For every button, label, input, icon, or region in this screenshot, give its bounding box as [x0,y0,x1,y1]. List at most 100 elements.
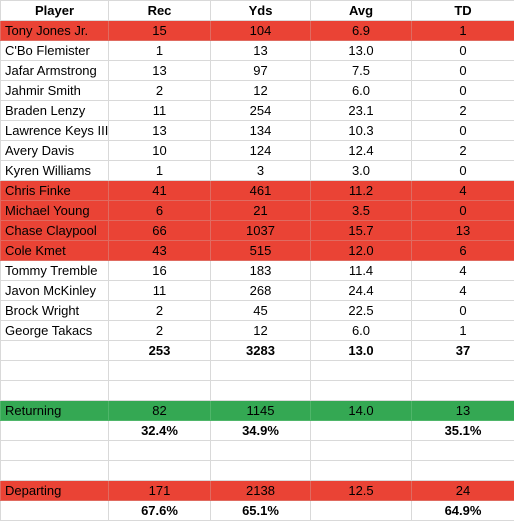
empty-cell[interactable] [412,381,514,401]
yds-cell[interactable]: 12 [211,321,311,341]
player-name-cell[interactable]: Javon McKinley [1,281,109,301]
header-player[interactable]: Player [1,1,109,21]
total-td-cell[interactable]: 37 [412,341,514,361]
rec-cell[interactable]: 11 [109,281,211,301]
player-name-cell[interactable]: George Takacs [1,321,109,341]
player-name-cell[interactable]: C'Bo Flemister [1,41,109,61]
avg-cell[interactable]: 12.4 [311,141,412,161]
returning-label-cell[interactable]: Returning [1,401,109,421]
yds-cell[interactable]: 515 [211,241,311,261]
rec-cell[interactable]: 16 [109,261,211,281]
yds-cell[interactable]: 13 [211,41,311,61]
td-cell[interactable]: 0 [412,301,514,321]
yds-cell[interactable]: 21 [211,201,311,221]
header-avg[interactable]: Avg [311,1,412,21]
avg-cell[interactable]: 6.9 [311,21,412,41]
rec-cell[interactable]: 43 [109,241,211,261]
returning-rec-cell[interactable]: 82 [109,401,211,421]
departing-yds-cell[interactable]: 2138 [211,481,311,501]
avg-cell[interactable]: 3.0 [311,161,412,181]
player-name-cell[interactable]: Avery Davis [1,141,109,161]
player-name-cell[interactable]: Lawrence Keys III [1,121,109,141]
avg-cell[interactable]: 12.0 [311,241,412,261]
empty-cell[interactable] [211,381,311,401]
yds-cell[interactable]: 104 [211,21,311,41]
empty-cell[interactable] [1,441,109,461]
player-name-cell[interactable]: Michael Young [1,201,109,221]
rec-cell[interactable]: 66 [109,221,211,241]
empty-cell[interactable] [1,461,109,481]
td-cell[interactable]: 0 [412,81,514,101]
rec-cell[interactable]: 6 [109,201,211,221]
player-name-cell[interactable]: Kyren Williams [1,161,109,181]
rec-cell[interactable]: 13 [109,61,211,81]
yds-cell[interactable]: 461 [211,181,311,201]
returning-pct-yds-cell[interactable]: 34.9% [211,421,311,441]
td-cell[interactable]: 1 [412,321,514,341]
departing-rec-cell[interactable]: 171 [109,481,211,501]
player-name-cell[interactable]: Braden Lenzy [1,101,109,121]
totals-label-cell[interactable] [1,341,109,361]
td-cell[interactable]: 13 [412,221,514,241]
avg-cell[interactable]: 23.1 [311,101,412,121]
rec-cell[interactable]: 15 [109,21,211,41]
td-cell[interactable]: 4 [412,281,514,301]
rec-cell[interactable]: 2 [109,81,211,101]
td-cell[interactable]: 2 [412,101,514,121]
empty-cell[interactable] [109,381,211,401]
yds-cell[interactable]: 12 [211,81,311,101]
td-cell[interactable]: 0 [412,201,514,221]
avg-cell[interactable]: 11.2 [311,181,412,201]
td-cell[interactable]: 0 [412,41,514,61]
departing-pct-rec-cell[interactable]: 67.6% [109,501,211,521]
player-name-cell[interactable]: Tony Jones Jr. [1,21,109,41]
avg-cell[interactable]: 15.7 [311,221,412,241]
yds-cell[interactable]: 254 [211,101,311,121]
departing-pct-avg-cell[interactable] [311,501,412,521]
td-cell[interactable]: 0 [412,61,514,81]
yds-cell[interactable]: 97 [211,61,311,81]
avg-cell[interactable]: 7.5 [311,61,412,81]
total-yds-cell[interactable]: 3283 [211,341,311,361]
returning-td-cell[interactable]: 13 [412,401,514,421]
yds-cell[interactable]: 268 [211,281,311,301]
returning-yds-cell[interactable]: 1145 [211,401,311,421]
player-name-cell[interactable]: Chris Finke [1,181,109,201]
departing-pct-yds-cell[interactable]: 65.1% [211,501,311,521]
departing-pct-label-cell[interactable] [1,501,109,521]
rec-cell[interactable]: 41 [109,181,211,201]
rec-cell[interactable]: 2 [109,321,211,341]
empty-cell[interactable] [412,361,514,381]
yds-cell[interactable]: 183 [211,261,311,281]
header-rec[interactable]: Rec [109,1,211,21]
empty-cell[interactable] [311,461,412,481]
empty-cell[interactable] [412,441,514,461]
avg-cell[interactable]: 11.4 [311,261,412,281]
player-name-cell[interactable]: Chase Claypool [1,221,109,241]
td-cell[interactable]: 2 [412,141,514,161]
returning-pct-td-cell[interactable]: 35.1% [412,421,514,441]
player-name-cell[interactable]: Cole Kmet [1,241,109,261]
avg-cell[interactable]: 3.5 [311,201,412,221]
total-avg-cell[interactable]: 13.0 [311,341,412,361]
rec-cell[interactable]: 1 [109,41,211,61]
empty-cell[interactable] [311,381,412,401]
player-name-cell[interactable]: Jahmir Smith [1,81,109,101]
td-cell[interactable]: 0 [412,161,514,181]
td-cell[interactable]: 4 [412,261,514,281]
header-td[interactable]: TD [412,1,514,21]
departing-label-cell[interactable]: Departing [1,481,109,501]
returning-pct-rec-cell[interactable]: 32.4% [109,421,211,441]
player-name-cell[interactable]: Jafar Armstrong [1,61,109,81]
player-name-cell[interactable]: Brock Wright [1,301,109,321]
empty-cell[interactable] [109,461,211,481]
yds-cell[interactable]: 3 [211,161,311,181]
rec-cell[interactable]: 2 [109,301,211,321]
empty-cell[interactable] [211,461,311,481]
avg-cell[interactable]: 13.0 [311,41,412,61]
rec-cell[interactable]: 1 [109,161,211,181]
rec-cell[interactable]: 13 [109,121,211,141]
empty-cell[interactable] [412,461,514,481]
yds-cell[interactable]: 124 [211,141,311,161]
avg-cell[interactable]: 22.5 [311,301,412,321]
